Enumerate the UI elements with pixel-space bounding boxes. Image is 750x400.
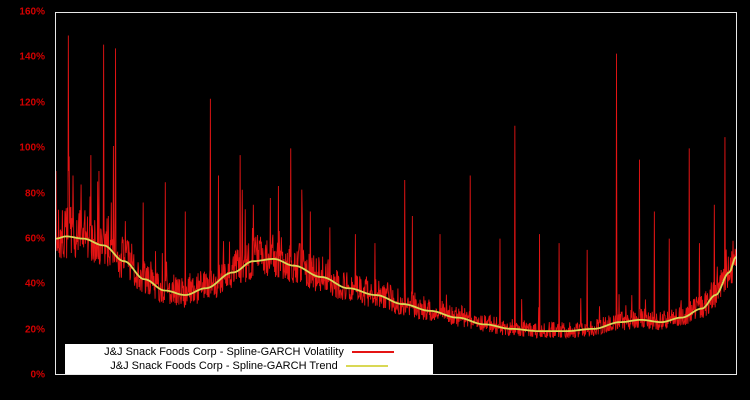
legend-label-volatility: J&J Snack Foods Corp - Spline-GARCH Vola… [104, 345, 344, 358]
y-tick-label: 80% [24, 188, 45, 199]
legend-item-volatility: J&J Snack Foods Corp - Spline-GARCH Vola… [65, 346, 433, 359]
y-tick-label: 120% [19, 97, 45, 109]
y-tick-label: 100% [19, 142, 45, 154]
y-tick-label: 60% [24, 233, 45, 245]
trend-series-line [56, 235, 736, 333]
y-tick-label: 40% [24, 278, 45, 290]
volatility-series-line [56, 35, 736, 340]
legend: J&J Snack Foods Corp - Spline-GARCH Vola… [65, 344, 433, 374]
y-tick-label: 160% [19, 6, 45, 18]
y-tick-label: 0% [30, 369, 45, 381]
y-tick-label: 140% [19, 51, 45, 63]
y-tick-label: 20% [24, 324, 45, 336]
legend-item-trend: J&J Snack Foods Corp - Spline-GARCH Tren… [65, 360, 433, 373]
legend-label-trend: J&J Snack Foods Corp - Spline-GARCH Tren… [110, 359, 338, 372]
plot-area [55, 12, 737, 375]
trend-line-swatch [345, 365, 388, 367]
y-axis: 0% 20% 40% 60% 80% 100% 120% 140% 160% [0, 7, 50, 381]
volatility-line-swatch [351, 351, 394, 353]
